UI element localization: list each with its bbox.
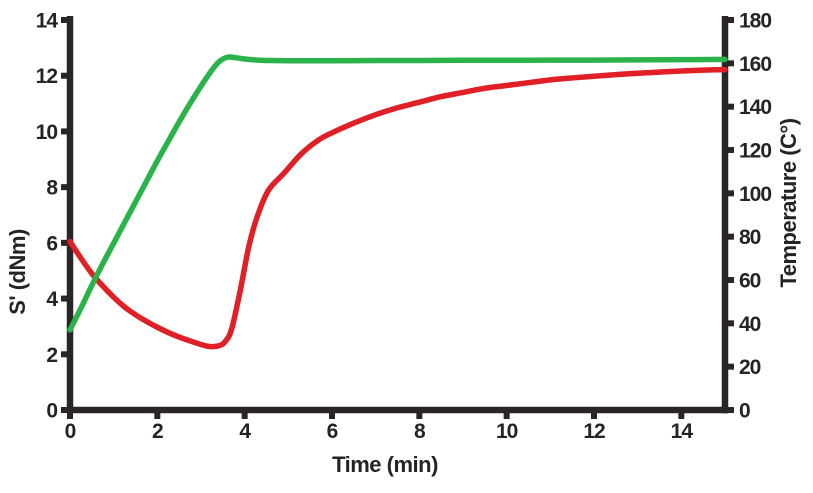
left-axis-title: S' (dNm): [5, 229, 30, 315]
curves: [67, 54, 728, 350]
left-tick-label: 0: [46, 400, 57, 423]
s-prime-curve: [67, 66, 728, 350]
x-tick-label: 14: [671, 420, 694, 443]
right-tick-label: 60: [739, 270, 761, 293]
x-tick-label: 10: [496, 420, 518, 443]
right-tick-label: 160: [739, 53, 771, 76]
right-tick-label: 40: [739, 313, 761, 336]
x-tick-label: 0: [65, 420, 76, 443]
right-tick-label: 80: [739, 226, 761, 249]
right-tick-label: 0: [739, 400, 750, 423]
left-tick-label: 14: [36, 10, 59, 33]
left-tick-label: 8: [46, 177, 58, 200]
left-tick-label: 10: [36, 121, 58, 144]
x-tick-label: 6: [327, 420, 338, 443]
right-axis-title: Temperature (C°): [776, 118, 801, 287]
x-tick-label: 8: [414, 420, 426, 443]
x-tick-label: 12: [583, 420, 605, 443]
right-tick-label: 100: [739, 183, 771, 206]
right-tick-label: 180: [739, 10, 771, 33]
axes: 0 2 4 6 8 10 12 1414121086420180160140120100806…: [36, 10, 773, 444]
right-tick-label: 20: [739, 356, 761, 379]
x-tick-label: 2: [152, 420, 163, 443]
right-tick-label: 140: [739, 96, 771, 119]
x-tick-label: 4: [239, 420, 251, 443]
left-tick-label: 6: [46, 232, 57, 255]
temperature-curve: [67, 54, 728, 333]
left-tick-label: 2: [46, 344, 57, 367]
left-tick-label: 12: [36, 65, 58, 88]
x-axis-title: Time (min): [332, 452, 438, 477]
right-tick-label: 120: [739, 140, 771, 163]
left-tick-label: 4: [46, 288, 58, 311]
